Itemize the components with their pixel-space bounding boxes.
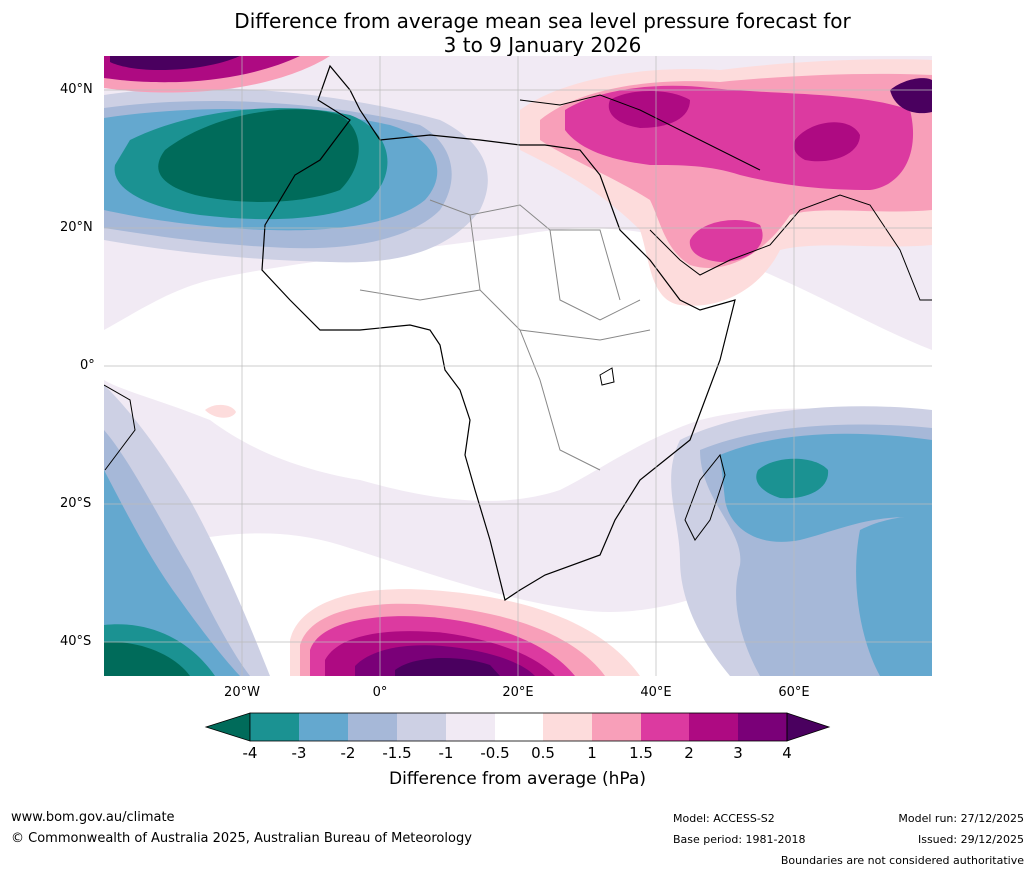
positive-anomaly-spot [205, 404, 236, 418]
positive-anomaly-core [890, 78, 932, 114]
negative-anomaly-core [756, 458, 829, 499]
lon-label-0: 0° [372, 685, 388, 700]
colorbar-bin [299, 713, 348, 741]
positive-anomaly-core [395, 658, 500, 676]
colorbar-tick: 3 [733, 744, 743, 762]
madagascar-coastline [684, 453, 726, 541]
issued-date: Issued: 29/12/2025 [917, 833, 1024, 846]
africa-coastline [261, 64, 736, 601]
negative-anomaly-contour [856, 516, 932, 676]
chart-title-line2: 3 to 9 January 2026 [443, 33, 642, 57]
lat-label-20n: 20°N [60, 220, 93, 235]
colorbar-extend-min [204, 712, 251, 742]
website-link[interactable]: www.bom.gov.au/climate [11, 810, 175, 825]
colorbar-tick: 0.5 [531, 744, 555, 762]
lon-label-20e: 20°E [502, 685, 534, 700]
positive-anomaly-core [110, 56, 240, 70]
positive-anomaly-core [793, 122, 860, 162]
map-gridlines [104, 56, 932, 676]
colorbar-tick: -2 [340, 744, 356, 762]
positive-anomaly-core [608, 91, 690, 128]
colorbar-extend-max [786, 712, 831, 742]
boundaries-disclaimer: Boundaries are not considered authoritat… [780, 854, 1024, 867]
colorbar-tick: 1.5 [629, 744, 653, 762]
negative-anomaly-core [158, 109, 359, 202]
lon-label-20w: 20°W [224, 685, 260, 700]
colorbar-outline [249, 712, 788, 742]
asia-coastline [649, 194, 932, 301]
negative-anomaly-contour [104, 470, 240, 676]
lat-label-20s: 20°S [60, 496, 92, 511]
colorbar-bin [543, 713, 592, 741]
colorbar [204, 712, 831, 742]
positive-anomaly-contour [689, 220, 763, 262]
base-period: Base period: 1981-2018 [673, 833, 806, 846]
lat-label-40s: 40°S [60, 634, 92, 649]
colorbar-title: Difference from average (hPa) [389, 769, 646, 789]
lon-label-40e: 40°E [640, 685, 672, 700]
chart-title-line1: Difference from average mean sea level p… [234, 9, 851, 33]
country-borders [359, 199, 651, 471]
model-name: Model: ACCESS-S2 [673, 812, 775, 825]
model-run: Model run: 27/12/2025 [898, 812, 1024, 825]
lake-victoria [599, 367, 615, 386]
colorbar-tick: 1 [587, 744, 597, 762]
colorbar-bin [495, 713, 543, 741]
lat-label-0: 0° [80, 358, 95, 373]
colorbar-bin [446, 713, 495, 741]
colorbar-tick: -1.5 [382, 744, 412, 762]
colorbar-bin [641, 713, 689, 741]
copyright-notice: © Commonwealth of Australia 2025, Austra… [11, 831, 472, 846]
colorbar-bin [592, 713, 641, 741]
lat-label-40n: 40°N [60, 82, 93, 97]
colorbar-bin [348, 713, 397, 741]
colorbar-bin [250, 713, 299, 741]
colorbar-bin [689, 713, 738, 741]
colorbar-tick: -4 [242, 744, 258, 762]
colorbar-tick: -3 [291, 744, 307, 762]
colorbar-bin [738, 713, 787, 741]
negative-anomaly-contour [720, 433, 932, 542]
colorbar-tick: 4 [782, 744, 792, 762]
south-america-coastline [104, 384, 136, 471]
negative-anomaly-core [104, 641, 190, 676]
colorbar-tick: -0.5 [480, 744, 510, 762]
colorbar-tick: 2 [684, 744, 694, 762]
mediterranean-coastline [519, 94, 761, 171]
lon-label-60e: 60°E [778, 685, 810, 700]
colorbar-tick: -1 [438, 744, 454, 762]
colorbar-bin [397, 713, 446, 741]
